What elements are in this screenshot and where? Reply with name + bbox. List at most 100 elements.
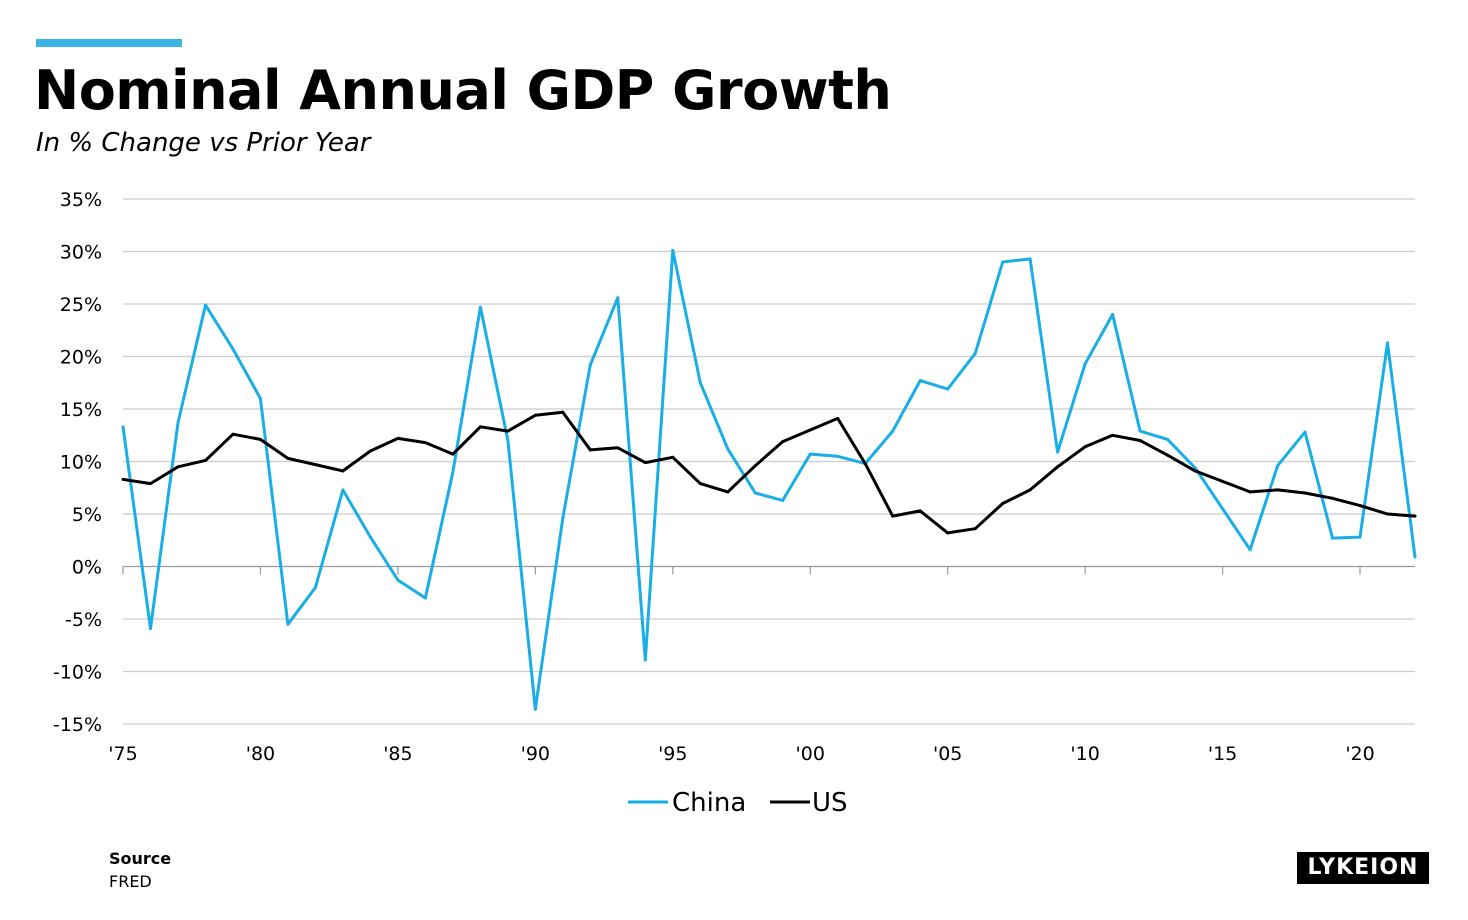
y-tick-label: 0% <box>72 557 102 579</box>
legend-label-us: US <box>812 788 848 818</box>
data-point-us <box>478 425 482 429</box>
data-point-china <box>423 596 427 600</box>
data-point-china <box>588 363 592 367</box>
source-label: Source <box>109 849 172 868</box>
x-tick-label: '95 <box>658 743 687 765</box>
data-point-us <box>1221 479 1225 483</box>
data-point-china <box>808 452 812 456</box>
data-point-china <box>286 622 290 626</box>
data-point-china <box>781 498 785 502</box>
data-point-us <box>1248 490 1252 494</box>
data-point-us <box>836 416 840 420</box>
legend-label-china: China <box>672 788 746 818</box>
data-point-china <box>1166 437 1170 441</box>
lykeion-logo: LYKEION <box>1297 852 1429 884</box>
data-point-us <box>808 428 812 432</box>
data-point-us <box>1193 469 1197 473</box>
data-point-china <box>973 351 977 355</box>
data-point-china <box>1138 429 1142 433</box>
data-point-us <box>341 469 345 473</box>
y-tick-label: -5% <box>65 609 102 631</box>
x-tick-label: '80 <box>246 743 275 765</box>
data-point-us <box>506 429 510 433</box>
data-point-us <box>231 432 235 436</box>
y-tick-label: 35% <box>60 189 102 211</box>
data-point-china <box>1083 362 1087 366</box>
data-point-us <box>1276 488 1280 492</box>
data-point-us <box>1056 465 1060 469</box>
data-point-us <box>1358 504 1362 508</box>
y-tick-label: 5% <box>72 504 102 526</box>
data-point-us <box>286 456 290 460</box>
data-point-us <box>533 413 537 417</box>
data-point-china <box>1331 536 1335 540</box>
data-point-china <box>341 488 345 492</box>
y-tick-label: 15% <box>60 399 102 421</box>
source-value: FRED <box>109 872 152 891</box>
legend: China US <box>628 788 848 818</box>
data-point-china <box>1221 507 1225 511</box>
data-point-us <box>781 440 785 444</box>
data-point-us <box>588 448 592 452</box>
data-point-china <box>1111 313 1115 316</box>
x-tick-label: '10 <box>1070 743 1099 765</box>
data-point-us <box>1413 514 1417 518</box>
data-point-us <box>203 458 207 462</box>
data-point-china <box>643 658 647 662</box>
data-point-us <box>396 436 400 440</box>
data-point-us <box>1138 439 1142 442</box>
data-point-china <box>891 429 895 433</box>
data-point-china <box>258 397 262 400</box>
x-tick-label: '00 <box>796 743 825 765</box>
y-tick-label: 20% <box>60 347 102 369</box>
data-point-us <box>258 437 262 441</box>
grid-lines <box>123 198 1415 725</box>
x-axis <box>122 565 1415 575</box>
data-point-us <box>1166 453 1170 457</box>
data-point-us <box>368 449 372 453</box>
data-point-us <box>891 514 895 518</box>
data-point-us <box>176 465 180 469</box>
data-point-china <box>1413 555 1417 559</box>
data-point-china <box>231 347 235 351</box>
data-point-china <box>1248 548 1252 552</box>
data-point-us <box>1001 502 1005 505</box>
data-point-china <box>836 454 840 458</box>
series-line-china <box>121 248 1417 711</box>
data-point-china <box>1001 260 1005 264</box>
data-point-us <box>121 477 125 481</box>
data-point-us <box>946 531 950 535</box>
data-point-us <box>561 410 565 414</box>
y-axis-labels: -15% -10% -5% 0% 5% 10% 15% 20% 25% 30% 35% <box>53 189 102 736</box>
data-point-china <box>616 296 620 300</box>
data-point-china <box>203 303 207 307</box>
data-point-us <box>643 461 647 465</box>
data-point-china <box>918 379 922 383</box>
x-tick-label: '15 <box>1208 743 1237 765</box>
data-point-china <box>148 626 152 630</box>
series-line-us <box>122 410 1416 535</box>
data-point-china <box>506 439 510 442</box>
data-point-us <box>451 452 455 456</box>
data-point-us <box>698 482 702 486</box>
x-axis-labels: '75 '80 '85 '90 '95 '00 '05 '10 '15 '20 <box>108 743 1374 765</box>
data-point-china <box>1056 450 1060 454</box>
x-tick-label: '05 <box>933 743 962 765</box>
y-tick-label: 25% <box>60 294 102 316</box>
x-tick-label: '20 <box>1345 743 1374 765</box>
y-tick-label: 30% <box>60 242 102 264</box>
data-point-china <box>176 421 180 425</box>
data-point-china <box>946 387 950 391</box>
data-point-us <box>1331 496 1335 500</box>
data-point-china <box>1303 430 1307 434</box>
data-point-us <box>616 446 620 450</box>
y-tick-label: -10% <box>53 662 102 684</box>
data-point-china <box>726 447 730 451</box>
data-point-china <box>753 491 757 495</box>
data-point-china <box>396 578 400 582</box>
data-point-us <box>1028 488 1032 492</box>
data-point-us <box>1386 512 1390 516</box>
data-point-china <box>533 707 537 711</box>
data-point-us <box>1303 491 1307 495</box>
data-point-us <box>313 463 317 467</box>
